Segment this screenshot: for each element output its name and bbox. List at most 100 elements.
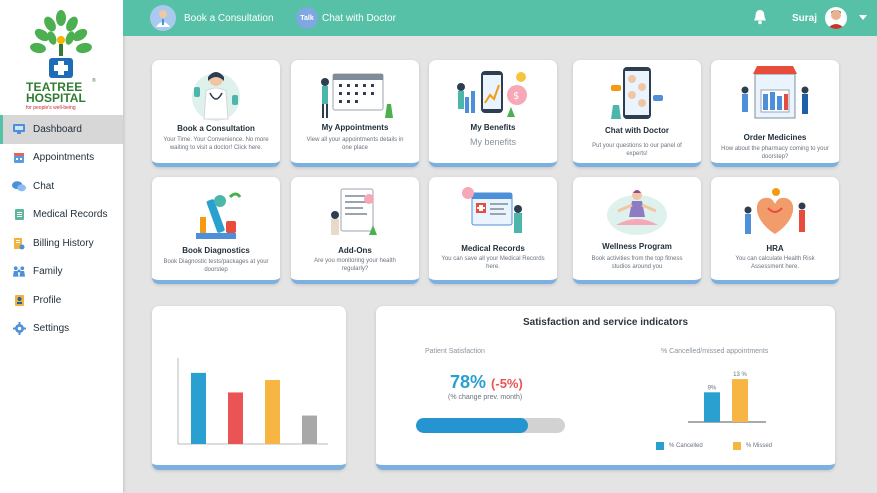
change-note: (% change prev. month) — [448, 394, 523, 401]
book-consultation-label: Book a Consultation — [184, 12, 274, 24]
chat-with-doctor-label: Chat with Doctor — [322, 12, 396, 24]
bar — [732, 379, 748, 422]
card-chat-with-doctor[interactable]: Chat with Doctor Put your questions to o… — [573, 60, 701, 167]
calendar-illustration-icon — [291, 64, 419, 124]
satisfaction-panel: Satisfaction and service indicators Pati… — [376, 306, 835, 470]
chevron-down-icon[interactable] — [859, 15, 867, 20]
card-title: Add-Ons — [338, 246, 372, 255]
phone-chat-illustration-icon — [573, 64, 701, 124]
top-bar: Book a Consultation Talk Chat with Docto… — [123, 0, 877, 36]
panel-title: Satisfaction and service indicators — [522, 317, 689, 328]
bar — [265, 380, 280, 444]
sidebar: ® TEATREE HOSPITAL for people's well-bei… — [0, 0, 123, 493]
card-medical-records[interactable]: Medical Records You can save all your Me… — [429, 177, 557, 284]
doctor-illustration-icon — [152, 64, 280, 124]
bar-chart-panel — [152, 306, 346, 470]
profile-card-icon — [12, 293, 26, 307]
legend-swatch-missed — [733, 442, 741, 450]
bell-icon[interactable] — [753, 9, 767, 30]
legend-missed: % Missed — [733, 442, 772, 450]
doctor-avatar-icon — [150, 5, 176, 31]
sidebar-item-chat[interactable]: Chat — [0, 172, 123, 201]
bar — [191, 372, 206, 444]
cancelled-missed-chart: 9% 13 % — [688, 372, 766, 423]
user-name: Suraj — [791, 12, 817, 24]
card-desc: View all your appointments details in on… — [306, 137, 404, 151]
bill-icon — [12, 236, 26, 250]
card-title: Chat with Doctor — [605, 126, 669, 135]
sidebar-item-dashboard[interactable]: Dashboard — [0, 115, 123, 144]
card-title: Book a Consultation — [177, 124, 255, 133]
talk-badge: Talk — [296, 7, 318, 29]
chat-with-doctor-link[interactable]: Talk Chat with Doctor — [296, 0, 396, 36]
family-icon — [12, 265, 26, 279]
sidebar-item-label: Billing History — [33, 237, 94, 249]
clipboard-icon — [12, 208, 26, 222]
brand-line2: HOSPITAL — [26, 91, 86, 105]
calendar-icon — [12, 151, 26, 165]
card-title: Book Diagnostics — [182, 246, 250, 255]
benefits-illustration-icon: $ — [429, 64, 557, 124]
card-desc: Are you monitoring your health regularly… — [314, 258, 396, 272]
sidebar-nav: Dashboard Appointments Chat Medical Reco… — [0, 115, 123, 343]
satisfaction-change: (-5%) — [491, 376, 523, 391]
chat-bubbles-icon — [12, 179, 26, 193]
brand-line1: TEATREE — [26, 80, 83, 94]
card-order-medicines[interactable]: Order Medicines How about the pharmacy c… — [711, 60, 839, 167]
card-my-benefits[interactable]: $ My Benefits My benefits — [429, 60, 557, 167]
pharmacy-illustration-icon — [711, 64, 839, 124]
book-consultation-link[interactable]: Book a Consultation — [150, 0, 274, 36]
card-title: HRA — [766, 244, 784, 253]
card-title: My Appointments — [321, 123, 389, 132]
sidebar-item-label: Settings — [33, 323, 70, 335]
card-title: Medical Records — [461, 244, 525, 253]
card-wellness-program[interactable]: Wellness Program Book activities from th… — [573, 177, 701, 284]
card-desc: Book Diagnostic tests/packages at your d… — [163, 259, 269, 273]
card-book-diagnostics[interactable]: Book Diagnostics Book Diagnostic tests/p… — [152, 177, 280, 284]
sidebar-item-label: Profile — [33, 294, 62, 306]
card-desc: How about the pharmacy coming to your do… — [721, 146, 829, 160]
microscope-illustration-icon — [152, 185, 280, 245]
card-add-ons[interactable]: Add-Ons Are you monitoring your health r… — [291, 177, 419, 284]
card-desc: You can calculate Health Risk Assessment… — [735, 256, 815, 270]
monitor-icon — [12, 122, 26, 136]
heart-illustration-icon — [711, 183, 839, 243]
records-illustration-icon — [429, 183, 557, 243]
tree-logo-icon — [30, 10, 92, 78]
sidebar-item-settings[interactable]: Settings — [0, 315, 123, 344]
card-desc: Book activities from the top fitness stu… — [591, 256, 683, 270]
bar — [228, 392, 243, 444]
user-menu[interactable]: Suraj — [792, 0, 847, 36]
gear-icon — [12, 322, 26, 336]
sidebar-item-label: Dashboard — [33, 123, 82, 135]
data-label: 9% — [708, 385, 717, 391]
sidebar-item-label: Appointments — [33, 152, 95, 164]
card-desc: My benefits — [469, 137, 517, 147]
yoga-illustration-icon — [573, 181, 701, 241]
bar-chart — [177, 358, 328, 445]
card-desc: Put your questions to our panel of exper… — [592, 143, 682, 157]
satisfaction-percent: 78% — [450, 372, 487, 392]
legend-label: % Missed — [746, 443, 773, 449]
sidebar-item-family[interactable]: Family — [0, 258, 123, 287]
registered-mark: ® — [92, 78, 96, 84]
sidebar-item-appointments[interactable]: Appointments — [0, 144, 123, 173]
legend-swatch-cancelled — [656, 442, 664, 450]
sidebar-item-billing-history[interactable]: Billing History — [0, 229, 123, 258]
bar — [704, 392, 720, 422]
sidebar-item-profile[interactable]: Profile — [0, 286, 123, 315]
teatree-logo[interactable]: ® TEATREE HOSPITAL for people's well-bei… — [20, 10, 102, 114]
card-my-appointments[interactable]: My Appointments View all your appointmen… — [291, 60, 419, 167]
sidebar-item-medical-records[interactable]: Medical Records — [0, 201, 123, 230]
brand-tagline: for people's well-being — [26, 105, 76, 111]
cancelled-missed-label: % Cancelled/missed appointments — [661, 348, 769, 355]
card-title: My Benefits — [470, 123, 516, 132]
legend-cancelled: % Cancelled — [656, 442, 703, 450]
card-hra[interactable]: HRA You can calculate Health Risk Assess… — [711, 177, 839, 284]
card-desc: Your Time. Your Convenience. No more wai… — [163, 137, 269, 151]
checklist-illustration-icon — [291, 183, 419, 243]
card-book-consultation[interactable]: Book a Consultation Your Time. Your Conv… — [152, 60, 280, 167]
data-label: 13 % — [733, 372, 747, 378]
card-title: Wellness Program — [602, 242, 672, 251]
satisfaction-value: 78% (-5%) — [450, 372, 523, 393]
